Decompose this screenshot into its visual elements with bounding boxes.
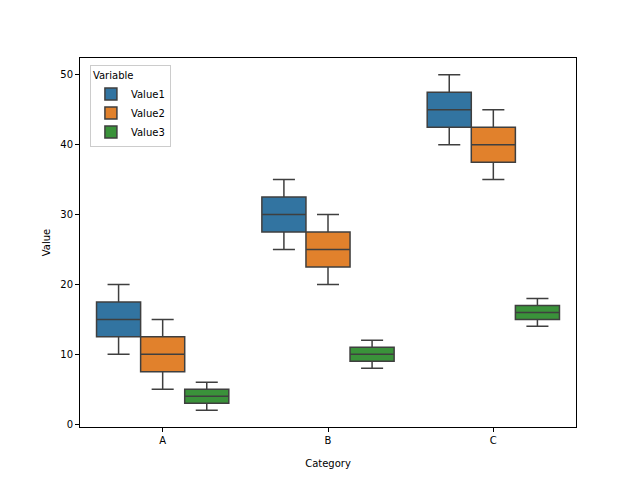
svg-text:Value2: Value2	[131, 108, 165, 119]
svg-text:10: 10	[60, 349, 73, 360]
svg-text:0: 0	[67, 419, 73, 430]
svg-text:A: A	[159, 435, 166, 446]
svg-text:20: 20	[60, 279, 73, 290]
svg-text:Variable: Variable	[93, 70, 134, 81]
svg-text:50: 50	[60, 69, 73, 80]
svg-text:30: 30	[60, 209, 73, 220]
svg-text:B: B	[325, 435, 332, 446]
svg-text:C: C	[490, 435, 497, 446]
svg-text:Value1: Value1	[131, 89, 165, 100]
svg-text:Category: Category	[305, 458, 351, 469]
svg-text:40: 40	[60, 139, 73, 150]
svg-text:Value3: Value3	[131, 127, 165, 138]
svg-text:Value: Value	[41, 229, 52, 256]
